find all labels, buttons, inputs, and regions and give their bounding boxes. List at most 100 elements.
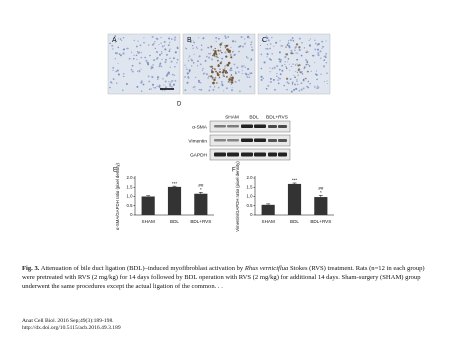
panel-label: A	[112, 37, 117, 44]
nucleus	[218, 53, 220, 55]
stain	[214, 68, 216, 70]
stain	[222, 69, 226, 72]
nucleus	[211, 58, 213, 61]
stain	[221, 71, 225, 74]
nucleus	[293, 75, 295, 77]
nucleus	[305, 58, 308, 61]
nucleus	[289, 78, 292, 81]
nucleus	[122, 52, 125, 55]
nucleus	[166, 73, 169, 75]
nucleus	[269, 71, 271, 73]
nucleus	[306, 50, 308, 52]
nucleus	[136, 70, 139, 72]
y-tick-label: 0	[130, 212, 133, 217]
nucleus	[208, 75, 210, 78]
nucleus	[174, 38, 176, 40]
nucleus	[295, 71, 297, 73]
stain	[225, 70, 228, 73]
x-tick-label: BDL	[170, 219, 179, 224]
nucleus	[159, 63, 161, 66]
nucleus	[161, 58, 163, 61]
nucleus	[317, 43, 320, 45]
nucleus	[290, 49, 293, 52]
nucleus	[161, 50, 163, 52]
nucleus	[156, 56, 159, 59]
stain	[217, 49, 220, 52]
nucleus	[305, 77, 308, 80]
nucleus	[161, 45, 164, 48]
nucleus	[202, 37, 205, 40]
nucleus	[169, 84, 172, 87]
nucleus	[184, 89, 187, 92]
nucleus	[234, 53, 237, 56]
nucleus	[279, 40, 281, 42]
nucleus	[239, 90, 241, 93]
nucleus	[174, 39, 176, 41]
nucleus	[185, 66, 187, 68]
nucleus	[235, 81, 237, 83]
nucleus	[218, 77, 220, 79]
stain	[215, 70, 217, 73]
nucleus	[138, 62, 141, 65]
nucleus	[224, 36, 227, 39]
stain	[227, 61, 231, 65]
nucleus	[159, 53, 161, 56]
stain	[307, 51, 309, 53]
y-tick-label: 1.5	[127, 184, 134, 189]
y-tick-label: 1.5	[247, 184, 254, 189]
caption: Fig. 3. Attenuation of bile duct ligatio…	[22, 264, 432, 292]
nucleus	[300, 82, 303, 85]
stain	[306, 70, 309, 73]
nucleus	[187, 76, 190, 79]
nucleus	[171, 79, 174, 82]
nucleus	[308, 39, 310, 41]
nucleus	[133, 54, 135, 56]
nucleus	[221, 83, 224, 86]
nucleus	[116, 82, 118, 84]
panel-label: D	[177, 102, 182, 108]
nucleus	[224, 35, 226, 37]
nucleus	[265, 87, 268, 90]
nucleus	[231, 40, 235, 43]
nucleus	[316, 48, 320, 51]
nucleus	[306, 85, 308, 88]
band	[214, 152, 226, 157]
nucleus	[281, 45, 284, 47]
nucleus	[301, 41, 303, 44]
nucleus	[140, 68, 142, 70]
bar	[287, 183, 302, 215]
stain	[230, 74, 233, 76]
x-tick-label: BDL+RVS	[190, 219, 211, 224]
nucleus	[189, 40, 192, 43]
y-axis-label: α-SMA/GAPDH ratio (pixel density)	[115, 162, 120, 230]
band	[268, 152, 277, 157]
nucleus	[322, 45, 324, 48]
band	[214, 139, 226, 142]
nucleus	[248, 74, 250, 76]
nucleus	[265, 47, 267, 50]
nucleus	[276, 65, 279, 68]
nucleus	[287, 61, 289, 63]
nucleus	[148, 88, 151, 90]
nucleus	[164, 80, 167, 83]
nucleus	[173, 74, 176, 76]
nucleus	[192, 44, 194, 47]
nucleus	[315, 42, 317, 45]
nucleus	[139, 44, 142, 47]
significance: ***	[292, 178, 298, 183]
nucleus	[171, 38, 173, 40]
lane-label: BDL	[249, 114, 259, 120]
nucleus	[223, 90, 225, 92]
nucleus	[287, 40, 290, 42]
nucleus	[273, 88, 277, 91]
nucleus	[163, 40, 166, 43]
stain	[211, 70, 214, 74]
nucleus	[246, 76, 249, 78]
nucleus	[147, 75, 150, 78]
nucleus	[191, 59, 193, 62]
nucleus	[302, 87, 305, 90]
nucleus	[159, 62, 162, 65]
nucleus	[114, 35, 117, 37]
nucleus	[249, 85, 252, 88]
nucleus	[275, 41, 278, 44]
